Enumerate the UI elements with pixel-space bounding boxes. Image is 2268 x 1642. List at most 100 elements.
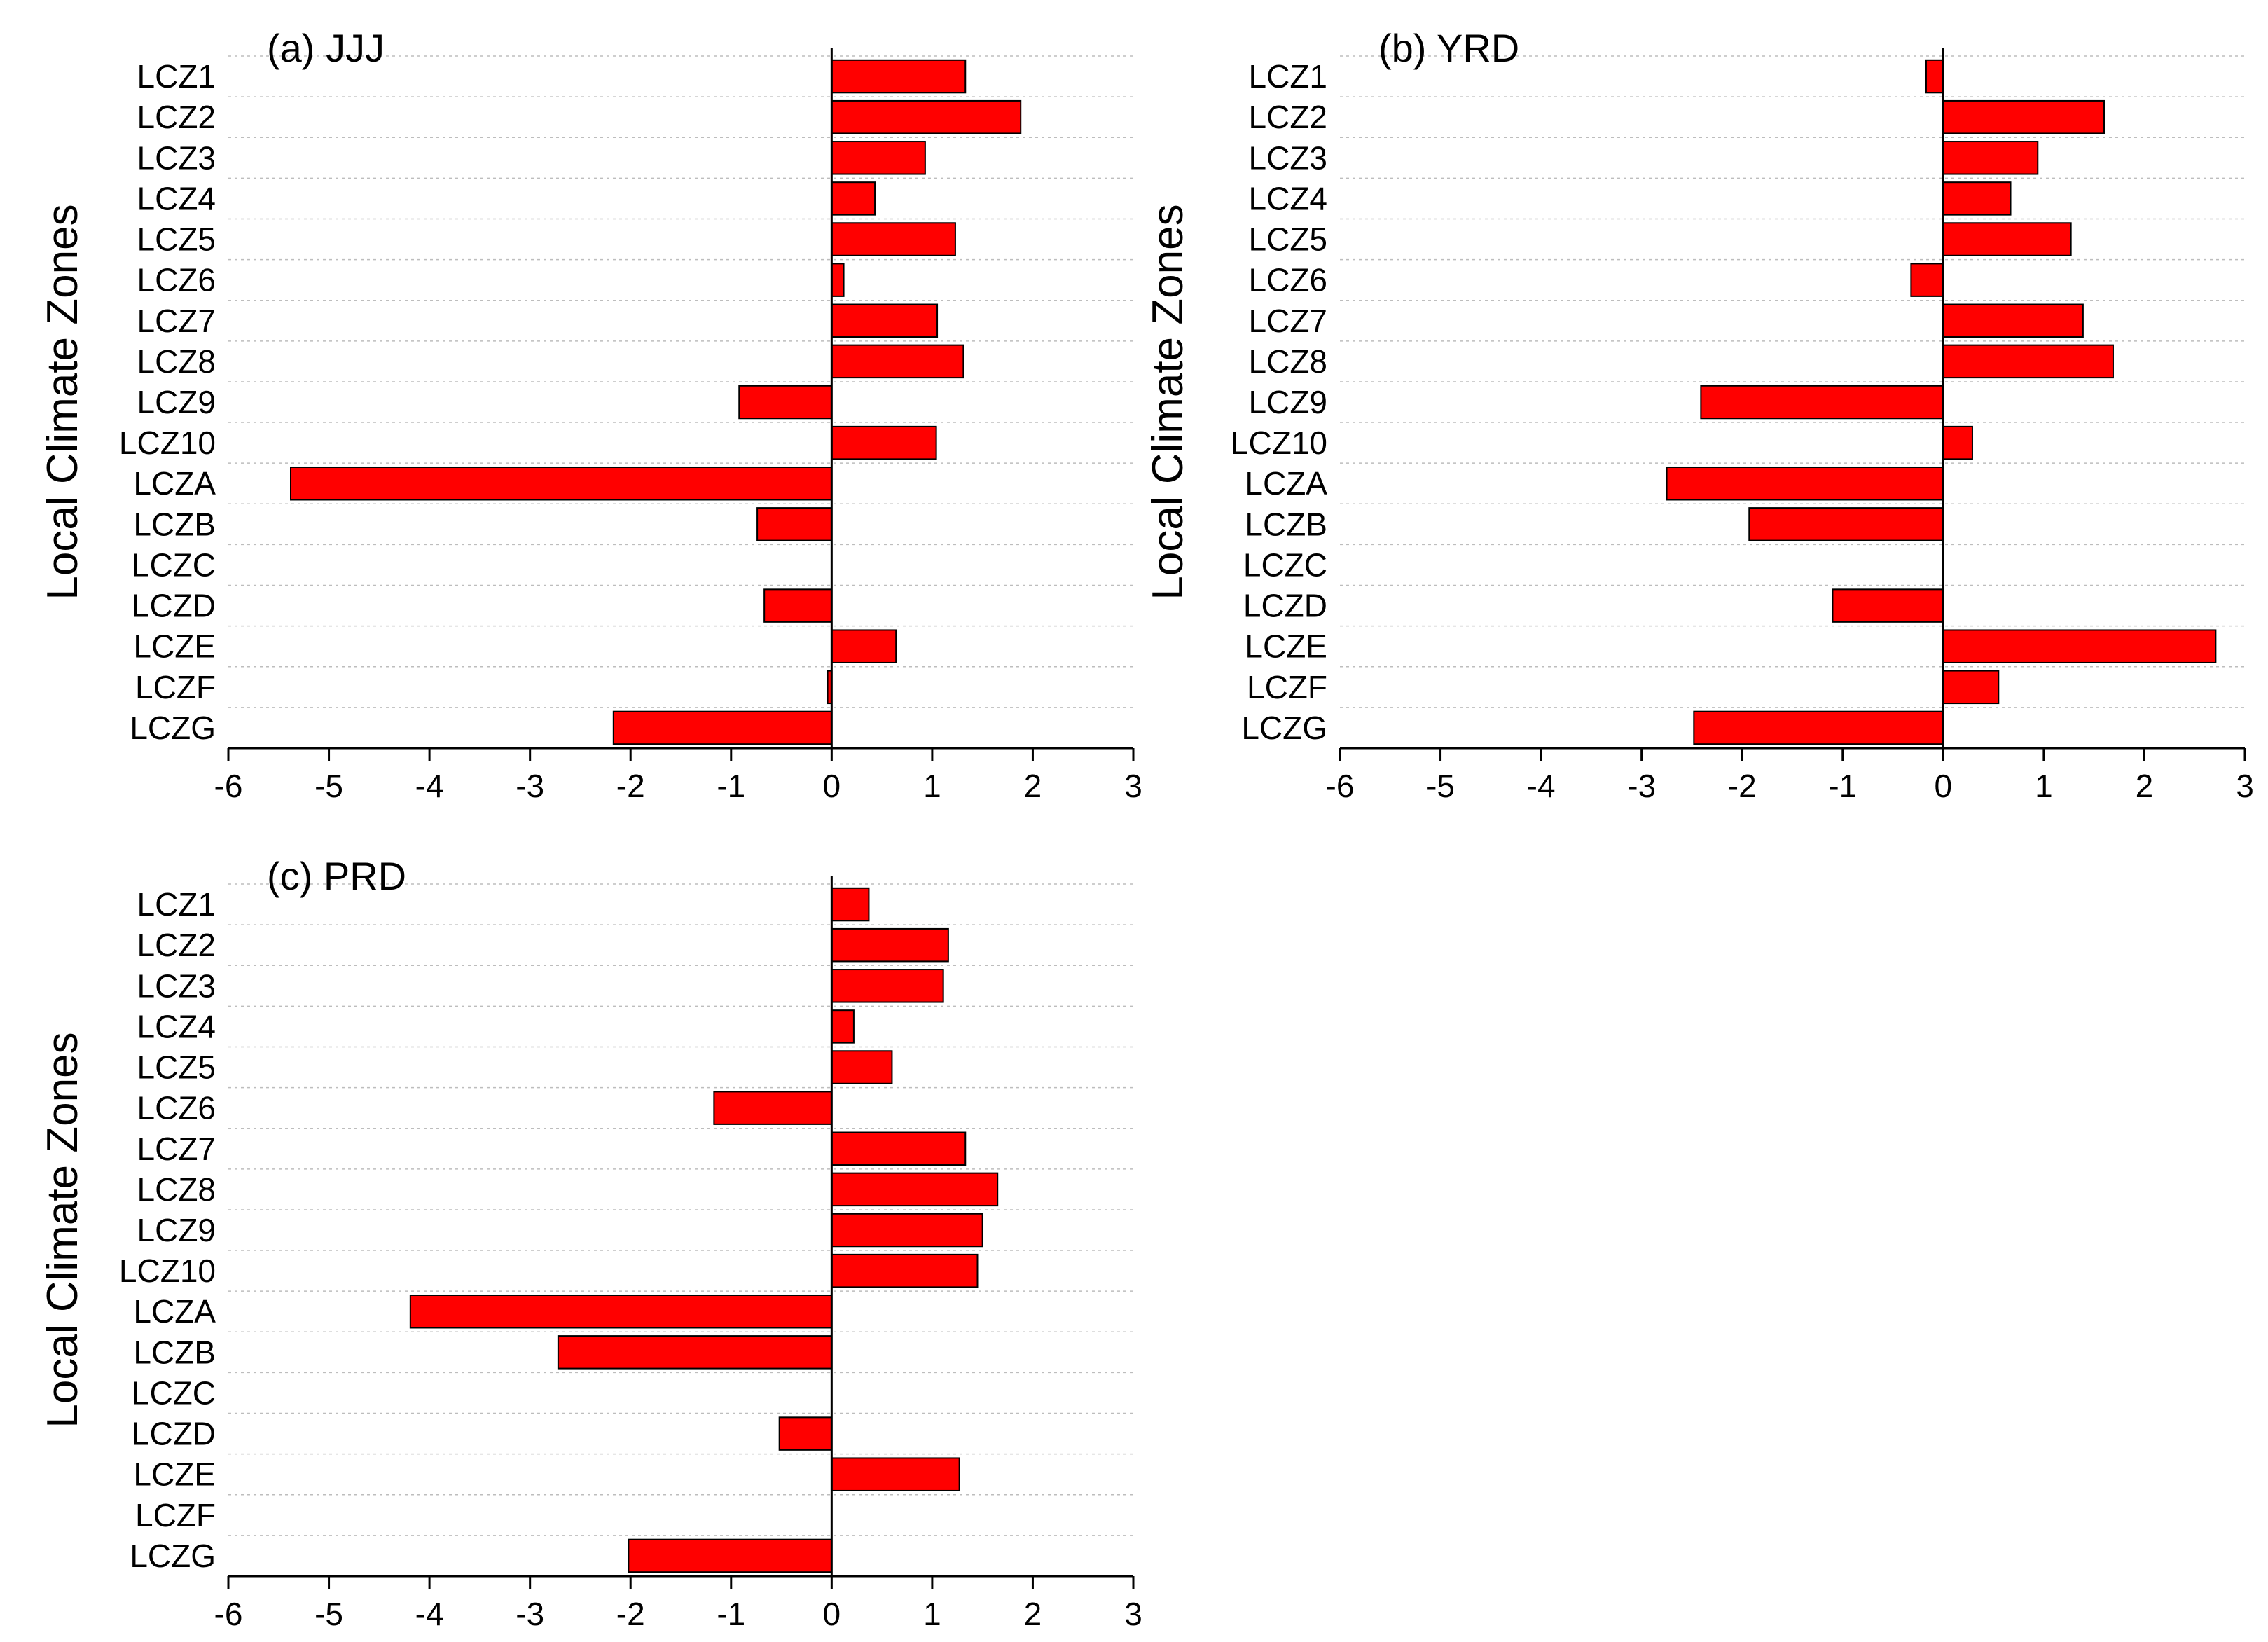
jjj-bar-lczd	[763, 588, 833, 623]
yrd-bar-lcz7	[1942, 303, 2084, 338]
yrd-x-tick-label: -1	[1828, 768, 1857, 804]
yrd-category-label: LCZ6	[1249, 262, 1327, 298]
yrd-y-axis-label: Local Climate Zones	[1144, 204, 1192, 600]
jjj-x-tick-label: -6	[214, 768, 243, 804]
jjj-bar-lcz9	[738, 385, 833, 420]
prd-x-tick-label: 2	[1024, 1596, 1042, 1632]
jjj-bar-lcz10	[831, 425, 937, 460]
yrd-bar-lcz10	[1942, 425, 1973, 460]
yrd-x-tick-label: 1	[2035, 768, 2053, 804]
jjj-x-tick-label: -3	[516, 768, 544, 804]
yrd-x-tick-label: -6	[1326, 768, 1355, 804]
jjj-category-label: LCZ5	[137, 221, 216, 258]
prd-y-axis-label: Local Climate Zones	[39, 1032, 87, 1428]
yrd-category-label: LCZ9	[1249, 384, 1327, 420]
yrd-bar-lcza	[1666, 466, 1944, 501]
yrd-category-label: LCZE	[1245, 628, 1327, 665]
prd-x-tick-label: 0	[823, 1596, 841, 1632]
prd-category-label: LCZ9	[137, 1212, 216, 1248]
yrd-bar-lcz9	[1700, 385, 1944, 420]
prd-bar-lcz7	[831, 1131, 967, 1166]
yrd-bar-lczd	[1832, 588, 1944, 623]
prd-category-label: LCZ4	[137, 1008, 216, 1044]
prd-category-label: LCZ3	[137, 967, 216, 1004]
jjj-category-label: LCZB	[133, 506, 216, 542]
prd-category-label: LCZ1	[137, 886, 216, 923]
yrd-category-label: LCZ3	[1249, 139, 1327, 176]
yrd-bar-lcze	[1942, 629, 2217, 663]
yrd-category-label: LCZ10	[1231, 425, 1327, 461]
prd-bar-lcz2	[831, 927, 949, 963]
prd-bar-lcz4	[831, 1009, 855, 1044]
jjj-x-tick-label: 3	[1124, 768, 1142, 804]
prd-bar-lczd	[778, 1416, 833, 1451]
prd-bar-lcza	[409, 1294, 833, 1329]
prd-x-tick-label: -4	[415, 1596, 444, 1632]
prd-bar-lcze	[831, 1457, 960, 1491]
yrd-category-label: LCZD	[1243, 588, 1327, 624]
prd-x-tick-label: -3	[516, 1596, 544, 1632]
jjj-x-tick-label: -1	[717, 768, 745, 804]
yrd-x-tick-label: -4	[1527, 768, 1556, 804]
jjj-bar-lcz8	[831, 344, 964, 379]
jjj-category-label: LCZD	[132, 588, 216, 624]
jjj-bar-lcz7	[831, 303, 939, 338]
prd-category-label: LCZB	[133, 1334, 216, 1370]
jjj-bar-lcz1	[831, 59, 967, 94]
yrd-bar-lcz1	[1925, 59, 1944, 94]
jjj-category-label: LCZ9	[137, 384, 216, 420]
prd-bar-lcz8	[831, 1172, 999, 1207]
jjj-category-label: LCZ8	[137, 343, 216, 380]
prd-x-tick-label: 1	[923, 1596, 941, 1632]
yrd-category-label: LCZG	[1241, 710, 1327, 746]
jjj-category-label: LCZ10	[119, 425, 216, 461]
jjj-category-label: LCZ2	[137, 99, 216, 135]
yrd-bar-lcz4	[1942, 181, 2012, 216]
prd-category-label: LCZD	[132, 1416, 216, 1452]
jjj-bar-lczg	[612, 710, 833, 745]
yrd-bar-lcz2	[1942, 99, 2105, 134]
prd-category-label: LCZA	[133, 1293, 216, 1330]
yrd-x-tick-label: 2	[2136, 768, 2154, 804]
yrd-bar-lcz3	[1942, 141, 2039, 175]
jjj-bar-lcza	[290, 466, 833, 501]
jjj-bar-lcz5	[831, 222, 956, 256]
yrd-category-label: LCZ4	[1249, 180, 1327, 216]
jjj-x-tick-label: -4	[415, 768, 444, 804]
yrd-panel-title: (b) YRD	[1378, 26, 1519, 70]
yrd-bar-lczf	[1942, 670, 2000, 705]
yrd-bar-lcz6	[1910, 263, 1944, 297]
prd-bar-lcz10	[831, 1253, 979, 1288]
jjj-bar-lcz2	[831, 99, 1022, 134]
yrd-category-label: LCZ8	[1249, 343, 1327, 380]
jjj-category-label: LCZ6	[137, 262, 216, 298]
prd-category-label: LCZ5	[137, 1049, 216, 1086]
prd-panel-title: (c) PRD	[267, 854, 406, 898]
prd-bar-lcz1	[831, 887, 870, 922]
jjj-category-label: LCZA	[133, 465, 216, 502]
prd-x-tick-label: -2	[616, 1596, 645, 1632]
yrd-bar-lcz8	[1942, 344, 2114, 379]
yrd-x-tick-label: -2	[1728, 768, 1757, 804]
jjj-bar-lcze	[831, 629, 897, 663]
prd-category-label: LCZ2	[137, 927, 216, 963]
prd-x-tick-label: -1	[717, 1596, 745, 1632]
prd-category-label: LCZ7	[137, 1131, 216, 1167]
jjj-bar-lczb	[756, 507, 833, 541]
jjj-x-tick-label: 1	[923, 768, 941, 804]
jjj-bar-lcz3	[831, 141, 926, 175]
yrd-x-tick-label: -3	[1627, 768, 1656, 804]
yrd-x-tick-label: 0	[1935, 768, 1953, 804]
prd-category-label: LCZF	[135, 1497, 216, 1533]
jjj-category-label: LCZF	[135, 669, 216, 705]
jjj-category-label: LCZ7	[137, 303, 216, 339]
yrd-category-label: LCZF	[1247, 669, 1327, 705]
prd-x-tick-label: -6	[214, 1596, 243, 1632]
jjj-category-label: LCZG	[130, 710, 216, 746]
yrd-bar-lcz5	[1942, 222, 2072, 256]
jjj-y-axis-label: Local Climate Zones	[39, 204, 87, 600]
prd-x-tick-label: 3	[1124, 1596, 1142, 1632]
yrd-bar-lczb	[1748, 507, 1944, 541]
